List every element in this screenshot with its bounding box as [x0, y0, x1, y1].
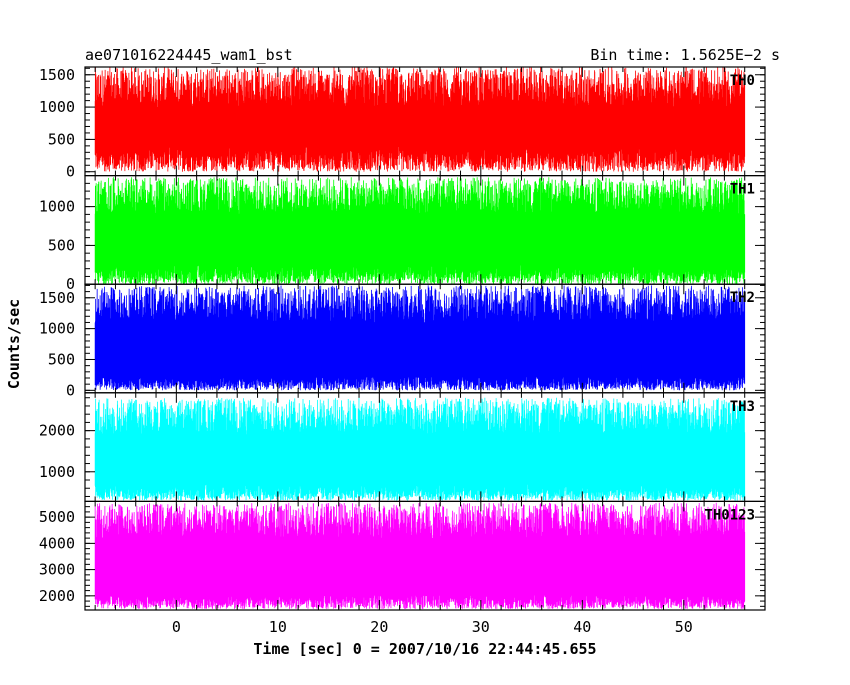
panel-label: TH3: [730, 399, 755, 415]
series-th0: [94, 66, 746, 172]
y-tick-label: 3000: [39, 561, 75, 579]
x-tick-label: 30: [472, 618, 490, 636]
series-th2: [94, 285, 746, 391]
y-tick-label: 5000: [39, 508, 75, 526]
y-tick-label: 500: [48, 236, 75, 254]
x-axis-title: Time [sec] 0 = 2007/10/16 22:44:45.655: [253, 640, 596, 658]
x-tick-label: 50: [675, 618, 693, 636]
panel-th3: 1000 2000 TH3: [39, 392, 766, 502]
y-tick-label: 1000: [39, 98, 75, 116]
panel-th0123: 2000 3000 4000 5000 TH0123: [39, 500, 766, 611]
panel-label: TH0: [730, 73, 755, 89]
y-tick-label: 1000: [39, 198, 75, 216]
y-tick-label: 1000: [39, 320, 75, 338]
y-tick-label: 2000: [39, 422, 75, 440]
panel-th0: 0 500 1000 1500 TH0: [39, 66, 766, 181]
series-th1: [94, 177, 746, 285]
x-tick-label: 0: [172, 618, 181, 636]
y-tick-label: 500: [48, 130, 75, 148]
y-tick-label: 0: [66, 163, 75, 181]
y-tick-label: 500: [48, 350, 75, 368]
y-tick-label: 1500: [39, 66, 75, 84]
x-tick-label: 40: [573, 618, 591, 636]
panel-label: TH0123: [704, 507, 755, 523]
y-tick-label: 1000: [39, 463, 75, 481]
y-tick-label: 1500: [39, 289, 75, 307]
y-tick-label: 4000: [39, 534, 75, 552]
y-axis-title: Counts/sec: [5, 299, 23, 389]
series-th0123: [94, 502, 746, 610]
x-tick-label: 10: [269, 618, 287, 636]
panel-frame: [84, 500, 766, 611]
y-tick-label: 0: [66, 381, 75, 399]
panel-label: TH1: [730, 182, 755, 198]
series-th3: [94, 397, 746, 501]
panel-th1: 0 500 1000 TH1: [39, 175, 766, 293]
x-tick-label: 20: [370, 618, 388, 636]
panel-th2: 0 500 1000 1500 TH2: [39, 283, 766, 399]
chart-title: ae071016224445_wam1_bst: [85, 46, 293, 64]
y-tick-label: 0: [66, 275, 75, 293]
bin-time-label: Bin time: 1.5625E−2 s: [590, 46, 780, 64]
y-tick-label: 2000: [39, 587, 75, 605]
panel-label: TH2: [730, 290, 755, 306]
